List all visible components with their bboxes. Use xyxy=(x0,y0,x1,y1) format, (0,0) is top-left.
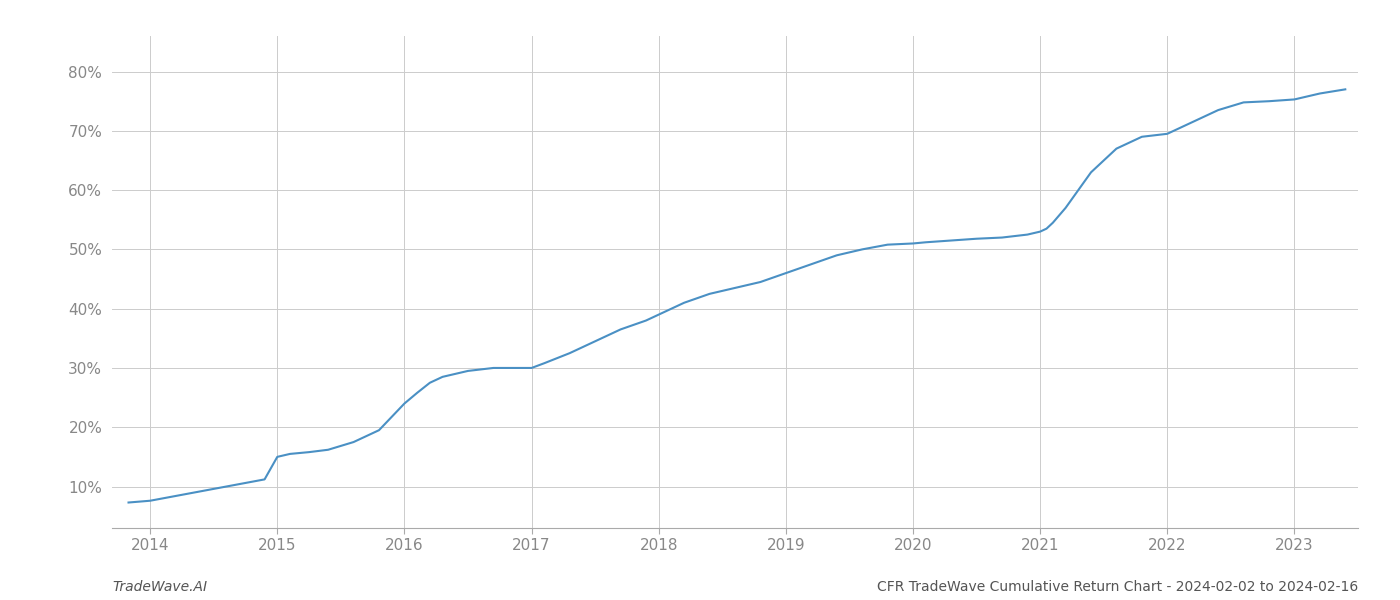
Text: CFR TradeWave Cumulative Return Chart - 2024-02-02 to 2024-02-16: CFR TradeWave Cumulative Return Chart - … xyxy=(876,580,1358,594)
Text: TradeWave.AI: TradeWave.AI xyxy=(112,580,207,594)
